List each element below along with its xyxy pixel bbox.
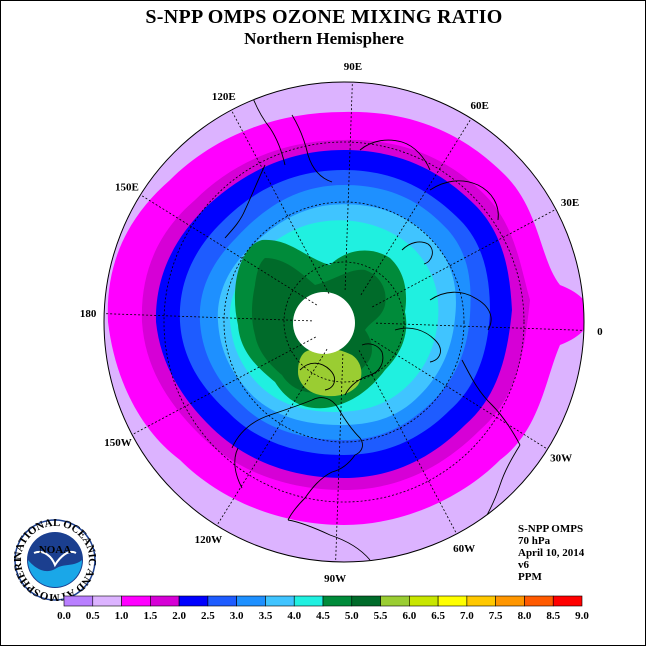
colorbar-swatch	[409, 595, 439, 607]
colorbar-tick-label: 3.5	[259, 610, 273, 622]
page-subtitle: Northern Hemisphere	[244, 29, 404, 48]
longitude-label: 30W	[550, 453, 572, 465]
colorbar-tick-label: 2.0	[172, 610, 186, 622]
colorbar-tick-label: 6.5	[431, 610, 445, 622]
info-level: 70 hPa	[518, 535, 551, 547]
colorbar-tick-label: 1.0	[115, 610, 129, 622]
info-version: v6	[518, 559, 529, 571]
colorbar-swatch	[351, 595, 381, 607]
info-instrument: S-NPP OMPS	[518, 523, 584, 535]
longitude-labels: 90E 60E 30E 0 30W 60W 90W 120W 150W 180 150E 120E	[80, 61, 603, 585]
meridian-line	[140, 194, 318, 306]
info-date: April 10, 2014	[518, 547, 585, 559]
colorbar-swatch	[150, 595, 180, 607]
colorbar-swatch	[265, 595, 295, 607]
no-data-pole	[293, 292, 355, 354]
longitude-label: 120W	[195, 534, 223, 546]
longitude-label: 0	[597, 326, 603, 338]
longitude-label: 120E	[212, 91, 236, 103]
longitude-label: 90W	[324, 573, 346, 585]
longitude-label: 30E	[561, 197, 579, 209]
logo-text: NOAA	[39, 544, 71, 556]
colorbar-swatch	[466, 595, 496, 607]
colorbar-swatches	[63, 595, 583, 607]
meridian-line	[358, 350, 458, 535]
meridian-line	[131, 336, 316, 436]
colorbar-tick-label: 5.5	[374, 610, 388, 622]
colorbar-swatch	[293, 595, 324, 607]
graticule	[104, 82, 584, 562]
colorbar-tick-label: 2.5	[201, 610, 215, 622]
colorbar-ticks: 0.0 0.5 1.0 1.5 2.0 2.5 3.0 3.5 4.0 4.5 5.0 5.5 6.0 6…	[57, 610, 589, 622]
info-block: S-NPP OMPS 70 hPa April 10, 2014 v6 PPM	[518, 523, 584, 583]
colorbar-swatch	[92, 595, 122, 607]
meridian-line	[372, 208, 557, 308]
noaa-logo: NATIONAL OCEANIC AND ATMOSPHERIC ADMINIS…	[9, 510, 98, 603]
colorbar-tick-label: 9.0	[575, 610, 589, 622]
colorbar-tick-label: 8.5	[546, 610, 560, 622]
meridian-line	[216, 348, 328, 526]
longitude-label: 60W	[453, 543, 475, 555]
meridian-line	[230, 109, 330, 294]
colorbar-tick-label: 4.0	[287, 610, 301, 622]
colorbar: 0.0 0.5 1.0 1.5 2.0 2.5 3.0 3.5 4.0 4.5 5.0 5.5 6.0 6…	[57, 595, 589, 622]
colorbar-tick-label: 7.0	[460, 610, 474, 622]
colorbar-swatch	[495, 595, 525, 607]
map-disk	[104, 82, 584, 562]
meridian-line	[344, 82, 353, 291]
meridian-line	[370, 338, 548, 450]
colorbar-swatch	[322, 595, 353, 607]
longitude-label: 180	[80, 308, 97, 320]
colorbar-tick-label: 7.5	[489, 610, 503, 622]
coastlines	[224, 89, 521, 561]
colorbar-tick-label: 3.0	[230, 610, 244, 622]
contour-5.5	[298, 348, 362, 397]
longitude-label: 150W	[104, 437, 132, 449]
colorbar-swatch	[524, 595, 554, 607]
meridian-line	[360, 118, 472, 296]
latitude-circle	[283, 261, 405, 383]
colorbar-swatch	[207, 595, 237, 607]
latitude-circle	[223, 201, 465, 443]
colorbar-swatch	[380, 595, 410, 607]
longitude-label: 90E	[344, 61, 362, 73]
colorbar-tick-label: 0.0	[57, 610, 71, 622]
colorbar-swatch	[552, 595, 583, 607]
colorbar-tick-label: 8.0	[518, 610, 532, 622]
longitude-label: 150E	[115, 181, 139, 193]
info-units: PPM	[518, 571, 542, 583]
colorbar-tick-label: 0.5	[86, 610, 100, 622]
colorbar-tick-label: 4.5	[316, 610, 330, 622]
meridian-line	[104, 313, 313, 322]
colorbar-swatch	[121, 595, 151, 607]
colorbar-swatch	[178, 595, 209, 607]
meridian-line	[375, 322, 584, 331]
latitude-circle	[163, 141, 525, 503]
map-outer-circle	[103, 81, 585, 563]
page-title: S-NPP OMPS OZONE MIXING RATIO	[145, 6, 503, 28]
meridian-line	[335, 353, 344, 562]
colorbar-swatch	[437, 595, 468, 607]
colorbar-swatch	[236, 595, 266, 607]
colorbar-swatch	[63, 595, 94, 607]
colorbar-tick-label: 1.5	[143, 610, 157, 622]
longitude-label: 60E	[470, 100, 488, 112]
colorbar-tick-label: 5.0	[345, 610, 359, 622]
colorbar-tick-label: 6.0	[402, 610, 416, 622]
